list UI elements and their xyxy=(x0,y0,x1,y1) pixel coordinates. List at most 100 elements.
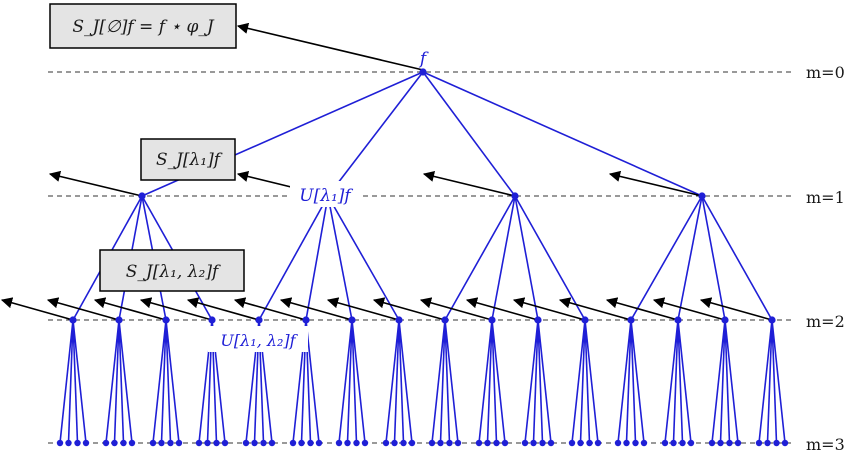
tree-edge xyxy=(766,319,773,444)
tree-node xyxy=(289,439,297,447)
tree-node xyxy=(419,68,427,76)
box-s-lambda12: S_J[λ₁, λ₂]f xyxy=(99,249,245,292)
tree-node xyxy=(674,316,682,324)
level-label-m2: m=2 xyxy=(806,312,845,331)
tree-node xyxy=(581,316,589,324)
output-arrow xyxy=(652,297,726,321)
output-arrow xyxy=(279,297,353,321)
tree-edge xyxy=(491,195,516,321)
tree-node xyxy=(56,439,64,447)
tree-node xyxy=(521,439,529,447)
tree-edge xyxy=(677,195,703,321)
tree-edge xyxy=(630,195,703,321)
tree-node xyxy=(441,316,449,324)
tree-edge xyxy=(537,319,544,444)
tree-node xyxy=(586,439,593,447)
tree-edge xyxy=(514,195,539,321)
tree-edge xyxy=(113,319,120,444)
output-arrow xyxy=(139,297,213,321)
tree-edge xyxy=(165,319,180,444)
tree-edge xyxy=(758,319,773,444)
tree-node xyxy=(382,439,390,447)
u-lambda1-label: U[λ₁]f xyxy=(299,186,353,206)
tree-edge xyxy=(72,319,87,444)
tree-edge xyxy=(514,195,586,321)
tree-edge xyxy=(160,319,167,444)
tree-node xyxy=(302,316,310,324)
level-label-m3: m=3 xyxy=(806,435,845,454)
output-arrow xyxy=(465,297,539,321)
tree-node xyxy=(115,316,123,324)
tree-edge xyxy=(422,71,703,197)
tree-node xyxy=(149,439,157,447)
tree-edge xyxy=(537,319,552,444)
tree-node xyxy=(391,439,398,447)
tree-edge xyxy=(478,319,493,444)
tree-node xyxy=(353,439,360,447)
tree-node xyxy=(408,439,416,447)
tree-edge xyxy=(524,319,539,444)
tree-edge xyxy=(152,319,167,444)
tree-node xyxy=(698,192,706,200)
tree-edge xyxy=(385,319,400,444)
tree-edge xyxy=(393,319,400,444)
output-arrow xyxy=(605,297,679,321)
tree-edge xyxy=(617,319,632,444)
tree-edge xyxy=(327,71,424,197)
tree-node xyxy=(446,439,453,447)
tree-node xyxy=(175,439,183,447)
tree-node xyxy=(484,439,491,447)
tree-node xyxy=(208,316,216,324)
tree-node xyxy=(213,439,220,447)
tree-node xyxy=(437,439,444,447)
tree-node xyxy=(138,192,146,200)
tree-node xyxy=(627,316,635,324)
tree-edge xyxy=(422,71,516,197)
tree-edge xyxy=(444,195,516,321)
tree-edge xyxy=(724,319,731,444)
box-s-lambda1: S_J[λ₁]f xyxy=(140,138,236,181)
tree-edge xyxy=(677,319,684,444)
tree-node xyxy=(661,439,669,447)
tree-edge xyxy=(630,319,637,444)
tree-edge xyxy=(431,319,446,444)
tree-node xyxy=(111,439,118,447)
tree-node xyxy=(539,439,546,447)
output-arrow xyxy=(186,297,260,321)
tree-node xyxy=(764,439,771,447)
tree-edge xyxy=(579,319,586,444)
tree-node xyxy=(74,439,81,447)
tree-node xyxy=(268,439,276,447)
tree-node xyxy=(493,439,500,447)
tree-node xyxy=(128,439,136,447)
tree-edge xyxy=(584,319,599,444)
tree-node xyxy=(670,439,677,447)
tree-node xyxy=(260,439,267,447)
tree-node xyxy=(361,439,369,447)
tree-edge xyxy=(346,319,353,444)
tree-node xyxy=(315,439,323,447)
tree-node xyxy=(307,439,314,447)
tree-node xyxy=(501,439,509,447)
tree-node xyxy=(623,439,630,447)
tree-node xyxy=(221,439,229,447)
tree-node xyxy=(530,439,537,447)
tree-node xyxy=(577,439,584,447)
tree-edge xyxy=(351,319,358,444)
tree-node xyxy=(547,439,555,447)
tree-node xyxy=(335,439,343,447)
tree-edge xyxy=(672,319,679,444)
tree-node xyxy=(102,439,110,447)
tree-edge xyxy=(165,319,172,444)
tree-edge xyxy=(444,319,459,444)
tree-edge xyxy=(338,319,353,444)
tree-edge xyxy=(771,319,786,444)
tree-edge xyxy=(351,319,366,444)
tree-edge xyxy=(67,319,74,444)
tree-node xyxy=(781,439,789,447)
tree-node xyxy=(721,316,729,324)
tree-node xyxy=(632,439,639,447)
tree-node xyxy=(726,439,733,447)
tree-node xyxy=(167,439,174,447)
